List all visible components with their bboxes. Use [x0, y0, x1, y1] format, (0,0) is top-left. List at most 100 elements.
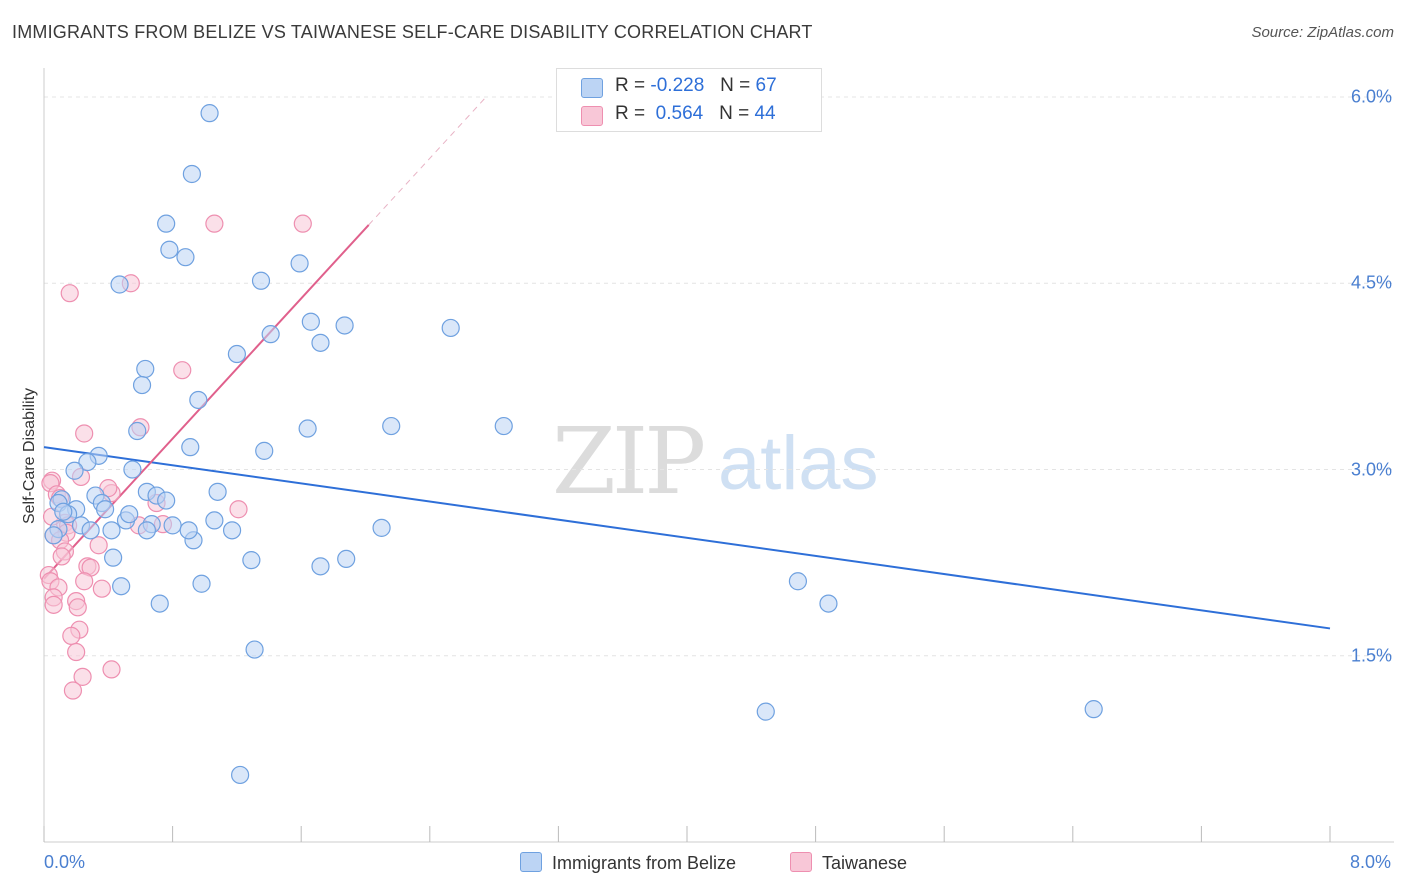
point-belize [54, 502, 73, 521]
point-belize [157, 491, 176, 510]
point-belize [372, 518, 391, 537]
legend-n-label: N = [720, 75, 751, 96]
y-tick-label: 6.0% [1350, 86, 1392, 107]
bottom-legend-belize[interactable]: Immigrants from Belize [520, 852, 736, 874]
point-taiwanese [52, 547, 71, 566]
point-belize [189, 390, 208, 410]
point-belize [335, 316, 354, 335]
bottom-legend-taiwanese[interactable]: Taiwanese [790, 852, 907, 874]
point-belize [301, 312, 320, 331]
point-taiwanese [60, 284, 79, 303]
point-belize [290, 254, 309, 273]
point-belize [179, 521, 198, 540]
legend-r-value-belize: -0.228 [650, 75, 705, 96]
point-belize [150, 594, 169, 613]
point-belize [44, 526, 63, 545]
point-taiwanese [44, 595, 63, 614]
point-taiwanese [205, 214, 224, 233]
point-belize [222, 521, 242, 540]
legend-n-label: N = [719, 103, 750, 124]
point-taiwanese [92, 579, 111, 598]
bottom-legend-label-taiwanese: Taiwanese [822, 853, 908, 873]
correlation-legend: R = -0.228 N = 67 R = 0.564 N = 44 [556, 68, 822, 132]
point-belize [128, 421, 147, 441]
watermark-zip: ZIP [552, 408, 706, 515]
bottom-legend-swatch-taiwanese [790, 852, 812, 872]
point-belize [192, 574, 211, 593]
point-belize [231, 765, 250, 785]
point-belize [102, 521, 121, 540]
point-taiwanese [62, 626, 81, 645]
point-belize [255, 441, 274, 460]
point-taiwanese [73, 667, 92, 686]
point-belize [242, 551, 261, 570]
point-belize [81, 521, 100, 540]
trend-line-taiwanese-extension [368, 96, 487, 226]
point-belize [227, 344, 246, 364]
bottom-legend-swatch-belize [520, 852, 542, 872]
point-belize [205, 511, 224, 530]
legend-n-value-belize: 67 [755, 75, 777, 96]
point-belize [311, 333, 330, 352]
y-tick-label: 4.5% [1350, 272, 1392, 293]
point-belize [163, 516, 182, 535]
point-belize [1084, 700, 1103, 719]
point-belize [261, 325, 280, 344]
y-tick-label: 1.5% [1350, 645, 1392, 666]
point-taiwanese [63, 681, 83, 700]
legend-swatch-taiwanese [581, 106, 603, 126]
point-taiwanese [68, 598, 87, 617]
point-taiwanese [89, 536, 108, 555]
point-taiwanese [102, 660, 121, 679]
axes [43, 68, 1394, 843]
legend-swatch-belize [581, 78, 603, 98]
point-belize [494, 416, 513, 436]
point-belize [208, 482, 227, 501]
point-belize [311, 557, 330, 576]
bottom-legend-label-belize: Immigrants from Belize [552, 853, 737, 873]
point-taiwanese [67, 642, 86, 662]
point-taiwanese [75, 424, 94, 443]
legend-n-value-taiwanese: 44 [754, 103, 776, 124]
legend-r-value-taiwanese: 0.564 [655, 103, 704, 124]
y-tick-label: 3.0% [1350, 459, 1392, 479]
point-belize [176, 248, 195, 267]
point-belize [298, 419, 317, 438]
point-taiwanese [229, 500, 248, 519]
point-taiwanese [75, 572, 94, 591]
point-belize [181, 438, 200, 457]
point-belize [120, 505, 139, 524]
point-taiwanese [293, 214, 312, 233]
watermark-atlas: atlas [718, 421, 879, 506]
data-points [39, 104, 1103, 785]
point-belize [157, 214, 176, 233]
point-belize [382, 416, 401, 436]
point-taiwanese [173, 361, 192, 380]
point-belize [160, 240, 179, 259]
legend-r-label: R = [615, 103, 646, 124]
point-belize [136, 359, 155, 379]
point-belize [756, 702, 775, 721]
point-belize [441, 318, 460, 338]
point-belize [112, 577, 131, 596]
x-tick-label-max: 8.0% [1350, 852, 1392, 872]
point-belize [95, 500, 115, 519]
point-belize [110, 275, 129, 294]
point-belize [132, 375, 152, 395]
point-belize [819, 594, 838, 613]
source-label: Source: ZipAtlas.com [1251, 24, 1394, 41]
gridlines [44, 96, 1394, 657]
chart-title: IMMIGRANTS FROM BELIZE VS TAIWANESE SELF… [12, 22, 813, 42]
point-belize [251, 271, 271, 290]
point-belize [123, 460, 142, 479]
point-belize [337, 549, 356, 569]
x-tick-label-min: 0.0% [44, 852, 86, 872]
point-belize [788, 572, 808, 591]
point-belize [182, 164, 201, 184]
point-belize [104, 548, 123, 567]
point-belize [200, 104, 219, 123]
point-belize [78, 452, 97, 472]
point-belize [245, 640, 264, 659]
point-belize [137, 521, 156, 540]
